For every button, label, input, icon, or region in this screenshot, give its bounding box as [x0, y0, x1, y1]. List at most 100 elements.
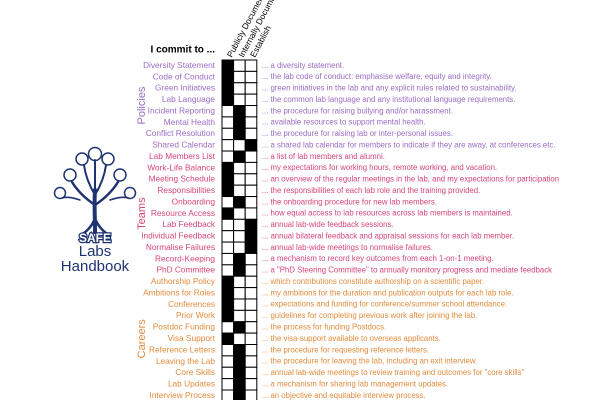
empty-cell	[244, 116, 258, 129]
filled-cell	[221, 82, 235, 95]
item-label: Normalise Failures	[146, 242, 215, 252]
item-description: ... my ambitions for the duration and pu…	[262, 288, 514, 297]
empty-cell	[221, 139, 235, 152]
logo-badge: SAFE	[79, 231, 111, 245]
filled-cell	[221, 275, 235, 289]
item-label: Work-Life Balance	[147, 162, 215, 172]
item-description: ... the procedure for raising lab or int…	[262, 129, 453, 138]
item-label: Conferences	[168, 299, 215, 309]
item-label: Responsibilities	[157, 185, 215, 195]
item-label: Postdoc Funding	[153, 322, 216, 332]
empty-cell	[244, 389, 258, 400]
empty-cell	[244, 150, 258, 163]
empty-cell	[221, 105, 235, 118]
empty-cell	[244, 366, 258, 380]
empty-cell	[244, 207, 258, 220]
empty-cell	[244, 59, 258, 72]
group-label: Careers	[136, 319, 148, 359]
empty-cell	[221, 196, 235, 209]
item-label: Lab Updates	[168, 379, 215, 389]
empty-cell	[233, 230, 246, 243]
item-description: ... a list of lab members and alumni.	[262, 152, 385, 161]
empty-cell	[221, 344, 235, 357]
item-label: Conflict Resolution	[146, 128, 216, 138]
filled-cell	[233, 196, 246, 209]
filled-cell	[233, 252, 246, 266]
empty-cell	[244, 93, 258, 107]
item-description: ... a mechanism for sharing lab manageme…	[262, 379, 448, 388]
filled-cell	[244, 230, 258, 243]
empty-cell	[221, 150, 235, 163]
item-label: Prior Work	[176, 310, 216, 320]
empty-cell	[244, 82, 258, 95]
item-description: ... the lab code of conduct: emphasise w…	[262, 72, 492, 81]
empty-cell	[244, 287, 258, 300]
empty-cell	[233, 173, 246, 186]
group-label: Policies	[136, 86, 148, 124]
empty-cell	[233, 93, 246, 107]
filled-cell	[233, 150, 246, 163]
filled-cell	[233, 389, 246, 400]
item-label: Interview Process	[150, 390, 215, 400]
filled-cell	[221, 70, 235, 84]
empty-cell	[244, 196, 258, 209]
item-description: ... a shared lab calendar for members to…	[262, 140, 556, 149]
filled-cell	[221, 59, 235, 72]
empty-cell	[233, 59, 246, 72]
filled-cell	[233, 378, 246, 391]
item-label: Onboarding	[172, 196, 216, 206]
item-label: Leaving the Lab	[156, 356, 215, 366]
filled-cell	[221, 309, 235, 323]
item-description: ... annual lab-wide meetings to review t…	[262, 368, 525, 377]
empty-cell	[221, 389, 235, 400]
filled-cell	[221, 184, 235, 198]
item-label: Lab Feedback	[162, 219, 215, 229]
empty-cell	[244, 105, 258, 118]
empty-cell	[244, 252, 258, 266]
empty-cell	[244, 161, 258, 175]
filled-cell	[221, 173, 235, 186]
filled-cell	[233, 355, 246, 368]
empty-cell	[221, 127, 235, 141]
item-description: ... a mechanism to record key outcomes f…	[262, 254, 494, 263]
empty-cell	[233, 70, 246, 84]
empty-cell	[233, 298, 246, 311]
item-description: ... how equal access to lab resources ac…	[262, 209, 513, 218]
empty-cell	[244, 298, 258, 311]
item-description: ... available resources to support menta…	[262, 118, 426, 127]
empty-cell	[233, 309, 246, 323]
empty-cell	[244, 344, 258, 357]
empty-cell	[233, 218, 246, 232]
item-label: Ambitions for Roles	[143, 287, 215, 297]
item-description: ... expectations and funding for confere…	[262, 300, 507, 309]
item-label: Individual Feedback	[141, 231, 216, 241]
empty-cell	[233, 275, 246, 289]
item-description: ... the common lab language and any inst…	[262, 95, 516, 104]
empty-cell	[244, 184, 258, 198]
item-label: Record-Keeping	[155, 253, 215, 263]
empty-cell	[233, 287, 246, 300]
item-description: ... the process for funding Postdocs.	[262, 322, 386, 331]
empty-cell	[221, 378, 235, 391]
item-label: Resource Access	[151, 208, 215, 218]
empty-cell	[244, 127, 258, 141]
item-label: Reference Letters	[149, 344, 215, 354]
empty-cell	[221, 321, 235, 334]
commit-heading: I commit to ...	[151, 45, 216, 56]
empty-cell	[233, 241, 246, 254]
filled-cell	[221, 93, 235, 107]
item-description: ... annual lab-wide feedback sessions.	[262, 220, 394, 229]
empty-cell	[244, 309, 258, 323]
item-description: ... an objective and equitable interview…	[262, 391, 426, 400]
empty-cell	[221, 230, 235, 243]
filled-cell	[244, 218, 258, 232]
item-description: ... the visa-support available to overse…	[262, 334, 441, 343]
empty-cell	[221, 218, 235, 232]
item-label: Visa Support	[168, 333, 216, 343]
logo-line1: Labs	[79, 243, 112, 260]
filled-cell	[233, 321, 246, 334]
item-label: Mental Health	[164, 117, 216, 127]
item-label: Lab Members List	[149, 151, 216, 161]
filled-cell	[221, 161, 235, 175]
